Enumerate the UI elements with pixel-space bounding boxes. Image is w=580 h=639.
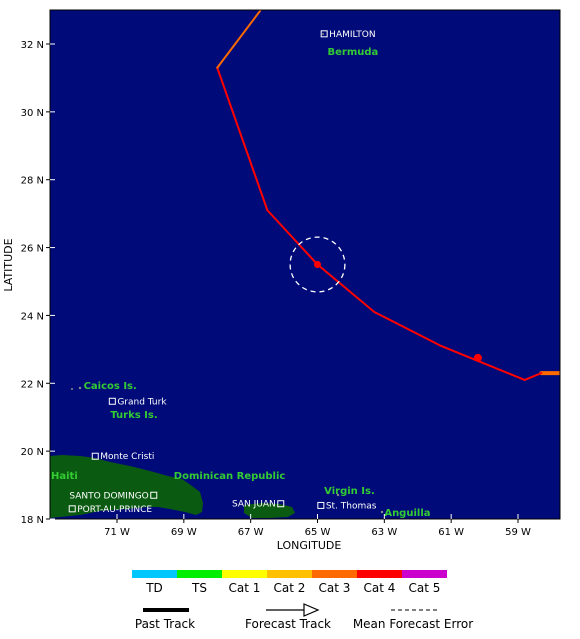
category-legend: TD TS Cat 1 Cat 2 Cat 3 Cat 4 Cat 5 bbox=[132, 570, 447, 595]
track-segment bbox=[523, 372, 543, 381]
place-markers: HAMILTON Grand Turk Monte Cristi SANTO DOMI… bbox=[68, 30, 377, 515]
place-marker: SANTO DOMINGO bbox=[69, 491, 158, 501]
category-swatch bbox=[357, 570, 402, 578]
place-marker: Monte Cristi bbox=[91, 452, 154, 462]
city-square-icon bbox=[150, 491, 158, 499]
category-label: Cat 5 bbox=[409, 581, 441, 595]
city-square-icon bbox=[277, 500, 285, 508]
region-label: Haiti bbox=[51, 471, 78, 482]
lat-tick-label: 26 N bbox=[21, 244, 44, 255]
longitude-axis: 71 W 69 W 67 W 65 W 63 W 61 W 59 W bbox=[104, 514, 531, 538]
place-marker: St. Thomas bbox=[317, 501, 377, 511]
category-swatch bbox=[312, 570, 357, 578]
category-swatch bbox=[402, 570, 447, 578]
lat-tick-label: 22 N bbox=[21, 379, 44, 390]
legend-forecast-track: Forecast Track bbox=[245, 603, 331, 631]
anguilla-island bbox=[380, 510, 384, 514]
category-label: TS bbox=[191, 581, 207, 595]
region-label: Anguilla bbox=[384, 508, 430, 519]
virgin-island bbox=[336, 493, 340, 497]
track-segment bbox=[373, 311, 443, 347]
track-segment bbox=[473, 358, 526, 381]
city-square-icon bbox=[317, 501, 325, 509]
forecast-error-circle bbox=[289, 236, 346, 293]
lat-tick-label: 18 N bbox=[21, 515, 44, 526]
track-segment bbox=[266, 209, 319, 266]
category-label: Cat 4 bbox=[364, 581, 396, 595]
lat-tick-label: 32 N bbox=[21, 40, 44, 51]
place-marker: PORT-AU-PRINCE bbox=[68, 505, 152, 515]
lon-tick-label: 63 W bbox=[371, 527, 397, 538]
lon-tick-label: 59 W bbox=[505, 527, 531, 538]
lat-tick-label: 28 N bbox=[21, 176, 44, 187]
region-label: Caicos Is. bbox=[84, 381, 137, 392]
place-label: St. Thomas bbox=[326, 501, 377, 511]
lat-tick-label: 24 N bbox=[21, 311, 44, 322]
storm-position-marker bbox=[473, 353, 482, 362]
bermuda-island bbox=[322, 33, 324, 35]
category-swatch bbox=[222, 570, 267, 578]
category-swatch bbox=[132, 570, 177, 578]
lon-tick-label: 67 W bbox=[238, 527, 264, 538]
city-square-icon bbox=[320, 30, 328, 38]
city-square-icon bbox=[68, 505, 76, 513]
hispaniola-landmass bbox=[50, 455, 203, 518]
region-label: Virgin Is. bbox=[324, 486, 375, 497]
track-segment bbox=[316, 263, 376, 314]
lon-tick-label: 69 W bbox=[171, 527, 197, 538]
place-label: SAN JUAN bbox=[232, 500, 276, 510]
past-track-label: Past Track bbox=[135, 617, 195, 631]
y-axis-title: LATITUDE bbox=[2, 238, 15, 291]
region-label: Turks Is. bbox=[110, 410, 157, 421]
region-label: Dominican Republic bbox=[174, 471, 286, 482]
place-label: HAMILTON bbox=[329, 30, 375, 40]
place-marker: Grand Turk bbox=[108, 397, 167, 407]
region-label: Bermuda bbox=[328, 47, 379, 58]
city-square-icon bbox=[108, 397, 116, 405]
category-swatch bbox=[267, 570, 312, 578]
turks-island bbox=[71, 388, 73, 390]
place-marker: SAN JUAN bbox=[232, 500, 285, 510]
forecast-arrowhead-icon bbox=[303, 603, 320, 617]
city-square-icon bbox=[91, 452, 99, 460]
forecast-error-label: Mean Forecast Error bbox=[353, 617, 473, 631]
plot-frame bbox=[49, 9, 561, 520]
forecast-track bbox=[216, 10, 560, 381]
lat-tick-label: 30 N bbox=[21, 108, 44, 119]
legend-forecast-error: Mean Forecast Error bbox=[353, 609, 473, 631]
latitude-axis: 32 N 30 N 28 N 26 N 24 N 22 N 20 N 18 N bbox=[21, 40, 55, 526]
category-swatch bbox=[177, 570, 222, 578]
storm-position-marker bbox=[314, 261, 321, 269]
place-marker: HAMILTON bbox=[320, 30, 376, 40]
place-label: Monte Cristi bbox=[100, 452, 154, 462]
category-label: Cat 2 bbox=[274, 581, 306, 595]
region-labels: Bermuda Caicos Is. Turks Is. Haiti Dominican… bbox=[51, 47, 431, 519]
place-label: PORT-AU-PRINCE bbox=[77, 505, 152, 515]
category-label: TD bbox=[145, 581, 163, 595]
place-label: SANTO DOMINGO bbox=[69, 491, 148, 501]
forecast-track-label: Forecast Track bbox=[245, 617, 331, 631]
lat-tick-label: 20 N bbox=[21, 447, 44, 458]
caicos-island bbox=[78, 386, 82, 390]
x-axis-title: LONGITUDE bbox=[277, 539, 342, 552]
category-label: Cat 1 bbox=[229, 581, 261, 595]
track-segment bbox=[440, 344, 476, 361]
category-label: Cat 3 bbox=[319, 581, 351, 595]
place-label: Grand Turk bbox=[117, 397, 167, 407]
lon-tick-label: 71 W bbox=[104, 527, 130, 538]
legend-past-track: Past Track bbox=[135, 608, 195, 631]
lon-tick-label: 61 W bbox=[438, 527, 464, 538]
ocean-background bbox=[50, 10, 560, 519]
track-segment bbox=[216, 66, 269, 212]
lon-tick-label: 65 W bbox=[305, 527, 331, 538]
track-segment bbox=[216, 10, 262, 69]
